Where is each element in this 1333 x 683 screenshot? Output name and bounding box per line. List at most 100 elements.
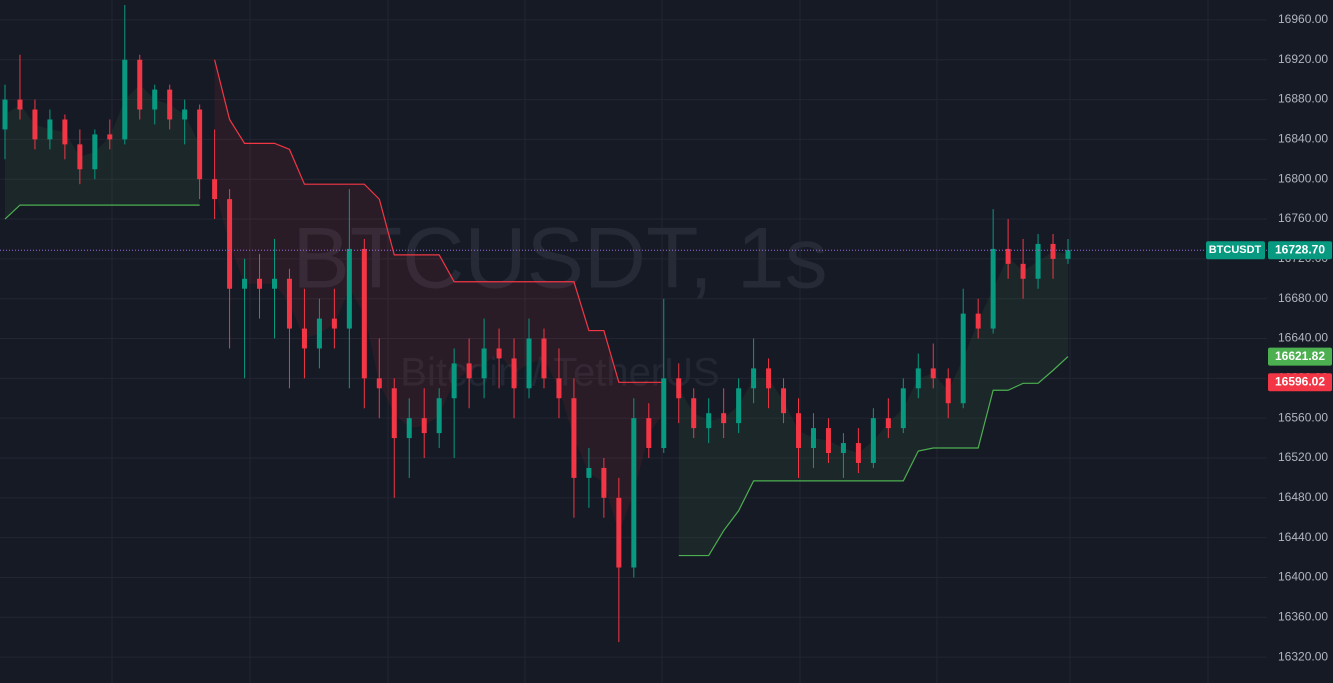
candle-body (691, 398, 697, 429)
trend-line (214, 59, 664, 383)
candle-body (32, 109, 38, 140)
candle-body (840, 443, 846, 454)
candle-body (92, 134, 98, 170)
candle-body (706, 413, 712, 429)
candle-body (17, 99, 23, 110)
candle-body (900, 388, 906, 429)
candle-body (1035, 243, 1041, 279)
candle-body (197, 109, 203, 180)
candle-body (137, 59, 143, 110)
trend-fill (5, 84, 200, 220)
price-badge (1268, 241, 1332, 260)
candle-body (616, 497, 622, 568)
y-tick-label: 16640.00 (1278, 331, 1328, 345)
y-tick-label: 16480.00 (1278, 490, 1328, 504)
candle-body (766, 368, 772, 389)
candle-body (736, 388, 742, 424)
candle-body (242, 278, 248, 289)
candle-body (107, 134, 113, 140)
candle-body (930, 368, 936, 379)
vertical-grid (111, 0, 1209, 683)
candle-body (62, 119, 68, 145)
candle-body (586, 467, 592, 478)
candle-body (676, 378, 682, 399)
candle-body (825, 428, 831, 454)
indicator-label: 16621.82 (1275, 349, 1325, 363)
indicator-label: 16596.02 (1275, 374, 1325, 388)
candle-body (77, 144, 83, 170)
candle-body (346, 248, 352, 329)
candle-body (257, 278, 263, 289)
candle-body (751, 368, 757, 389)
candle-body (1020, 263, 1026, 279)
candle-body (122, 59, 128, 140)
trend-line (4, 204, 200, 220)
candle-body (870, 418, 876, 463)
candle-body (781, 388, 787, 414)
candle-body (331, 318, 337, 329)
candle-body (526, 338, 532, 389)
candle-body (466, 363, 472, 379)
candle-body (481, 348, 487, 379)
candle-body (855, 443, 861, 463)
last-price-label: 16728.70 (1275, 242, 1325, 256)
candle-body (1005, 248, 1011, 264)
y-tick-label: 16360.00 (1278, 609, 1328, 623)
indicator-badge (1268, 373, 1332, 392)
y-tick-label: 16320.00 (1278, 649, 1328, 663)
candle-body (1065, 250, 1071, 259)
candle-body (721, 413, 727, 424)
trend-line (678, 356, 1069, 557)
candle-body (541, 338, 547, 379)
candle-body (361, 248, 367, 379)
candle-body (885, 418, 891, 429)
y-tick-label: 16800.00 (1278, 171, 1328, 185)
y-tick-label: 16960.00 (1278, 12, 1328, 26)
candle-body (421, 418, 427, 434)
candle-body (990, 248, 996, 329)
candle-body (646, 418, 652, 449)
y-tick-label: 16880.00 (1278, 92, 1328, 106)
candle-body (451, 363, 457, 399)
candle-body (301, 328, 307, 349)
symbol-badge (1206, 241, 1265, 260)
candle-body (227, 199, 233, 289)
candle-body (796, 413, 802, 449)
candle-body (496, 348, 502, 359)
candle-body (286, 278, 292, 329)
candle-body (915, 368, 921, 389)
candle-body (2, 99, 8, 130)
candle-body (571, 398, 577, 478)
candle-body (1050, 243, 1056, 259)
candle-body (391, 388, 397, 439)
candle-body (182, 109, 188, 120)
y-tick-label: 16840.00 (1278, 132, 1328, 146)
candle-body (945, 378, 951, 404)
y-tick-label: 16760.00 (1278, 211, 1328, 225)
y-tick-label: 16920.00 (1278, 52, 1328, 66)
candle-body (376, 378, 382, 389)
candle-body (960, 313, 966, 404)
y-tick-label: 16680.00 (1278, 291, 1328, 305)
candle-body (556, 378, 562, 399)
candle-body (661, 378, 667, 449)
candle-body (436, 398, 442, 434)
candle-body (167, 89, 173, 120)
y-tick-label: 16440.00 (1278, 530, 1328, 544)
candle-body (810, 428, 816, 449)
trend-fill (678, 251, 1068, 556)
price-axis (1267, 0, 1333, 683)
candle-body (511, 358, 517, 389)
y-tick-label: 16520.00 (1278, 450, 1328, 464)
symbol-label: BTCUSDT (1209, 244, 1262, 256)
watermark: BTCUSDT, 1s (292, 211, 827, 307)
candle-body (152, 89, 158, 110)
candle-body (271, 278, 277, 289)
y-tick-label: 16560.00 (1278, 410, 1328, 424)
candle-body (47, 119, 53, 140)
candle-body (631, 418, 637, 568)
candle-body (406, 418, 412, 439)
candle-body (316, 318, 322, 349)
